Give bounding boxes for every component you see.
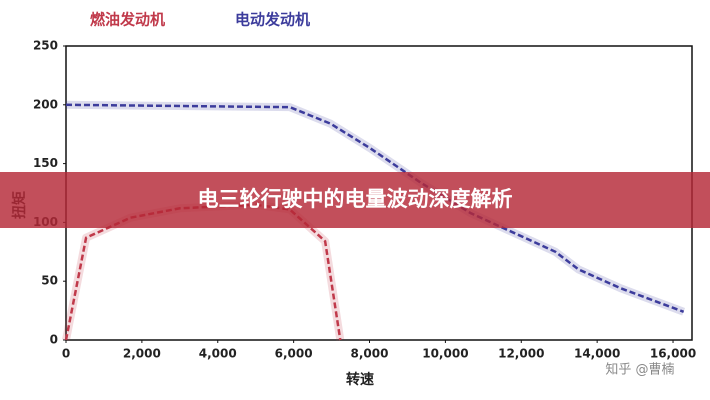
legend-entry: 电动发动机 — [235, 11, 310, 29]
overlay-title: 电三轮行驶中的电量波动深度解析 — [198, 187, 513, 211]
legend-entry: 燃油发动机 — [90, 11, 165, 29]
x-tick-label: 14,000 — [574, 347, 620, 361]
x-tick-label: 10,000 — [422, 347, 468, 361]
x-tick-label: 8,000 — [351, 347, 389, 361]
overlay-banner — [0, 172, 710, 228]
x-tick-label: 4,000 — [199, 347, 237, 361]
series-line — [64, 203, 342, 341]
series-line — [65, 103, 685, 313]
x-tick-label: 0 — [62, 347, 70, 361]
y-tick-label: 250 — [33, 39, 58, 53]
watermark: 知乎 @曹楠 — [605, 362, 674, 378]
x-tick-label: 2,000 — [123, 347, 161, 361]
x-tick-label: 12,000 — [498, 347, 544, 361]
y-tick-label: 50 — [41, 274, 58, 288]
y-tick-label: 0 — [50, 333, 58, 347]
x-tick-label: 16,000 — [650, 347, 696, 361]
y-tick-label: 150 — [33, 156, 58, 170]
y-tick-label: 200 — [33, 97, 58, 111]
x-axis-label: 转速 — [346, 371, 374, 388]
x-tick-label: 6,000 — [275, 347, 313, 361]
